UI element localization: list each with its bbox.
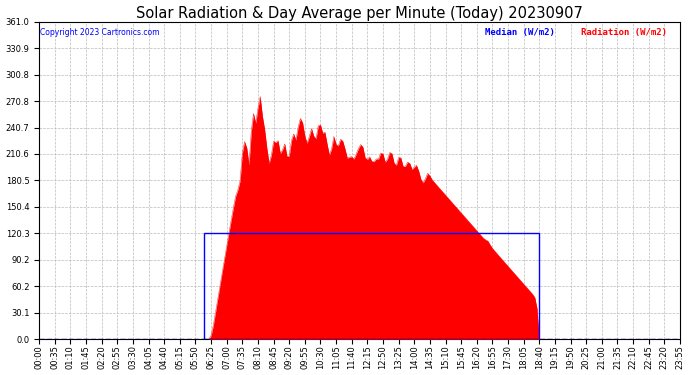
Text: Copyright 2023 Cartronics.com: Copyright 2023 Cartronics.com — [40, 28, 159, 37]
Text: Radiation (W/m2): Radiation (W/m2) — [580, 28, 667, 37]
Text: Median (W/m2): Median (W/m2) — [484, 28, 554, 37]
Bar — [204, 233, 540, 339]
Title: Solar Radiation & Day Average per Minute (Today) 20230907: Solar Radiation & Day Average per Minute… — [136, 6, 583, 21]
